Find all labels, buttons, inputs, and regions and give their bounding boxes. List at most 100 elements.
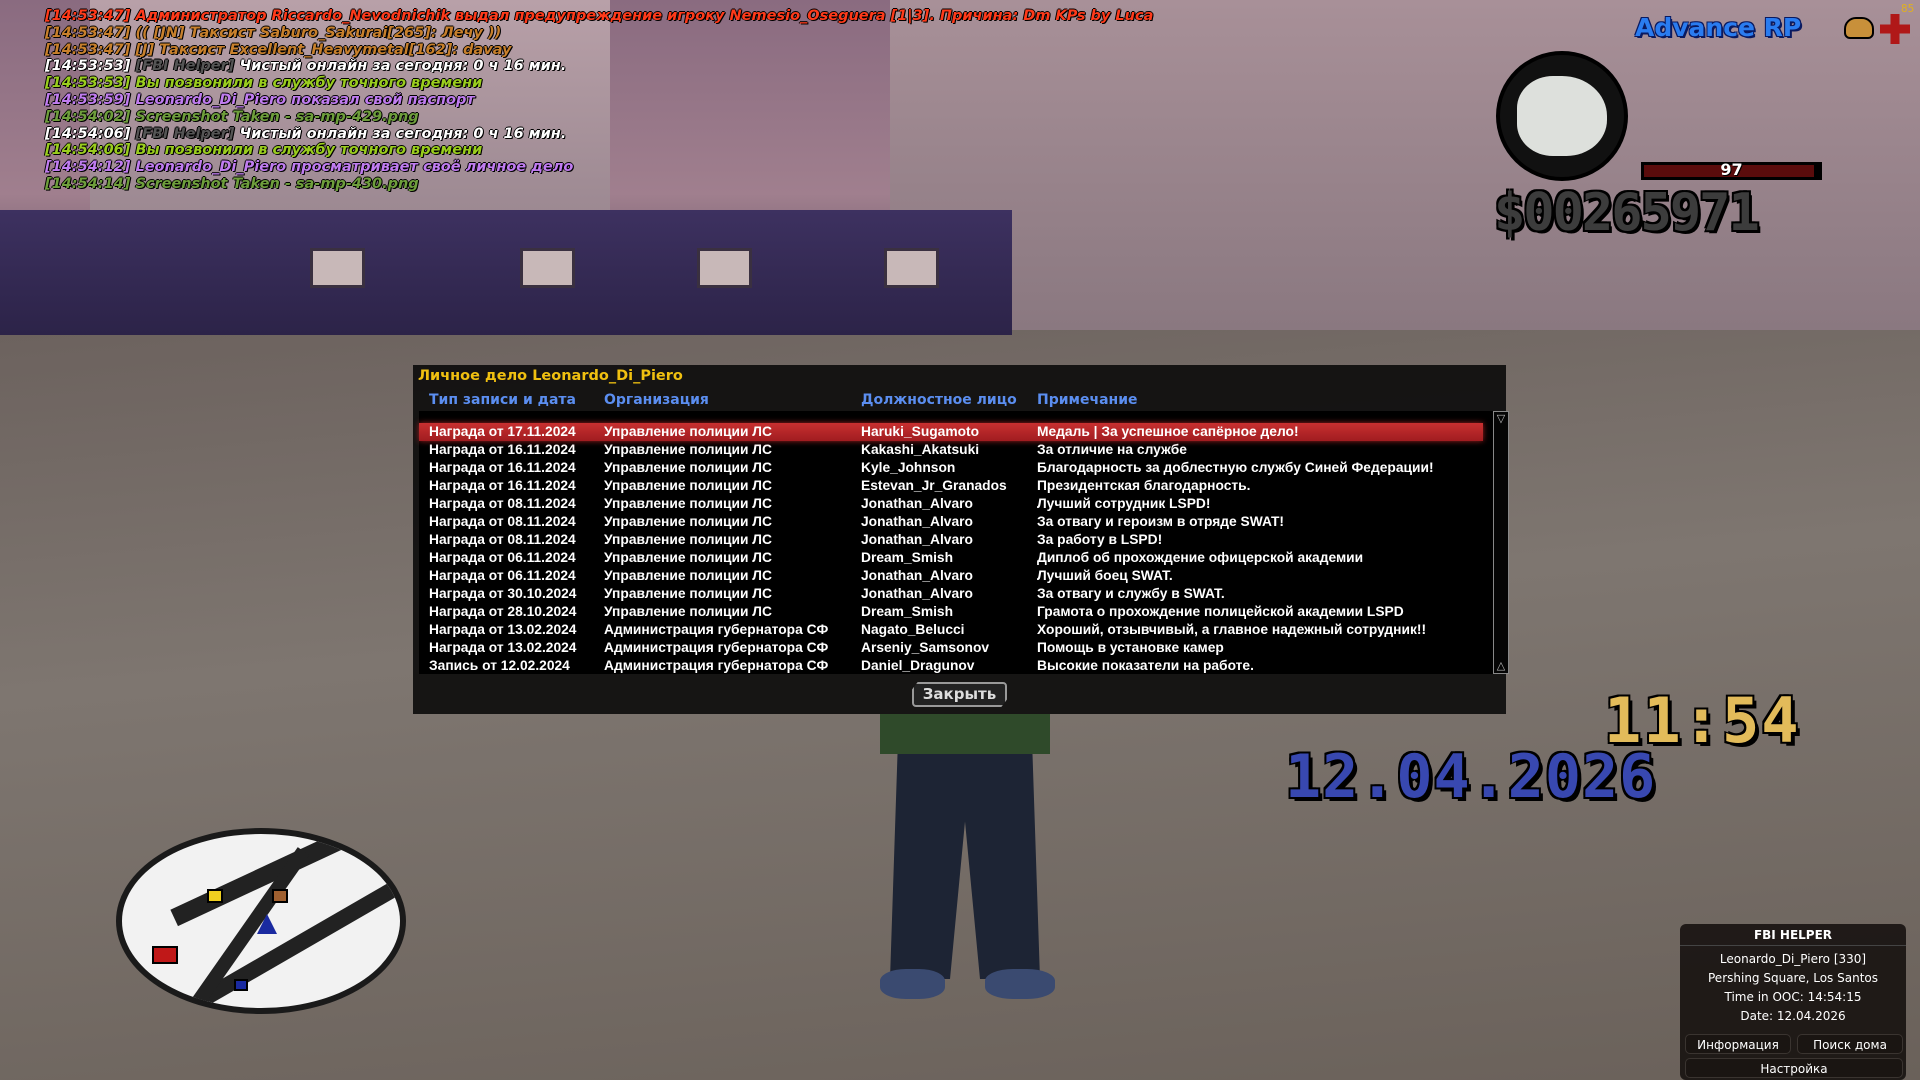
- chat-text: Администратор Riccardo_Nevodnichik выдал…: [135, 8, 1154, 24]
- record-row[interactable]: Награда от 06.11.2024 Управление полиции …: [419, 549, 1483, 567]
- record-official: Estevan_Jr_Granados: [861, 478, 1007, 493]
- record-organization: Администрация губернатора СФ: [604, 658, 829, 673]
- chat-line: [14:54:14] Screenshot Taken - sa-mp-430.…: [45, 176, 1153, 193]
- record-row[interactable]: Награда от 16.11.2024 Управление полиции …: [419, 459, 1483, 477]
- record-official: Kyle_Johnson: [861, 460, 956, 475]
- settings-button[interactable]: Настройка: [1685, 1058, 1903, 1078]
- record-type-date: Награда от 06.11.2024: [429, 568, 576, 583]
- record-official: Arseniy_Samsonov: [861, 640, 990, 655]
- record-note: Благодарность за доблестную службу Синей…: [1037, 460, 1434, 475]
- chat-line: [14:53:47] Администратор Riccardo_Nevodn…: [45, 8, 1153, 25]
- record-note: Диплоб об прохождение офицерской академи…: [1037, 550, 1364, 565]
- chat-text: (( [JN] Таксист Saburo_Sakurai[265]: Леч…: [135, 24, 502, 41]
- chat-line: [14:53:53] [FBI Helper] Чистый онлайн за…: [45, 58, 1153, 75]
- record-official: Haruki_Sugamoto: [861, 424, 980, 439]
- record-note: За отличие на службе: [1037, 442, 1187, 457]
- record-official: Jonathan_Alvaro: [861, 586, 973, 601]
- wall-window: [520, 248, 575, 288]
- chat-timestamp: [14:54:14]: [45, 175, 131, 192]
- health-bar: [1641, 162, 1822, 180]
- scroll-down-arrow-icon[interactable]: ▽: [1496, 412, 1506, 425]
- record-official: Jonathan_Alvaro: [861, 568, 973, 583]
- record-type-date: Награда от 08.11.2024: [429, 514, 576, 529]
- fbi-helper-panel: FBI HELPER Leonardo_Di_Piero [330] Persh…: [1680, 924, 1906, 1080]
- record-official: Dream_Smish: [861, 550, 954, 565]
- record-note: Помощь в установке камер: [1037, 640, 1224, 655]
- record-official: Jonathan_Alvaro: [861, 514, 973, 529]
- scroll-up-arrow-icon[interactable]: △: [1496, 659, 1506, 672]
- record-official: Dream_Smish: [861, 604, 954, 619]
- radar-player-arrow-icon: [257, 914, 277, 934]
- record-note: Лучший боец SWAT.: [1037, 568, 1173, 583]
- chat-tag: [FBI Helper]: [135, 58, 235, 75]
- chat-line: [14:54:02] Screenshot Taken - sa-mp-429.…: [45, 109, 1153, 126]
- chat-timestamp: [14:54:06]: [45, 142, 131, 159]
- chat-text: Leonardo_Di_Piero просматривает своё лич…: [135, 159, 574, 176]
- chat-line: [14:53:47] (( [JN] Таксист Saburo_Sakura…: [45, 25, 1153, 42]
- record-official: Jonathan_Alvaro: [861, 532, 973, 547]
- column-header-note: Примечание: [1037, 392, 1138, 408]
- record-row[interactable]: Награда от 13.02.2024 Администрация губер…: [419, 639, 1483, 657]
- chat-timestamp: [14:53:47]: [45, 24, 131, 41]
- helper-player: Leonardo_Di_Piero [330]: [1719, 952, 1867, 966]
- record-official: Nagato_Belucci: [861, 622, 965, 637]
- record-row[interactable]: Награда от 28.10.2024 Управление полиции …: [419, 603, 1483, 621]
- helper-location: Pershing Square, Los Santos: [1708, 971, 1878, 985]
- record-row[interactable]: Награда от 08.11.2024 Управление полиции …: [419, 513, 1483, 531]
- record-organization: Управление полиции ЛС: [604, 514, 772, 529]
- helper-date: Date: 12.04.2026: [1740, 1009, 1846, 1023]
- info-button[interactable]: Информация: [1685, 1034, 1791, 1054]
- player-character: [860, 714, 1070, 1014]
- record-row[interactable]: Награда от 08.11.2024 Управление полиции …: [419, 531, 1483, 549]
- chat-timestamp: [14:53:53]: [45, 75, 131, 92]
- record-row[interactable]: Награда от 08.11.2024 Управление полиции …: [419, 495, 1483, 513]
- record-official: Jonathan_Alvaro: [861, 496, 973, 511]
- record-type-date: Награда от 17.11.2024: [429, 424, 576, 439]
- record-row[interactable]: Награда от 16.11.2024 Управление полиции …: [419, 441, 1483, 459]
- record-type-date: Запись от 12.02.2024: [429, 658, 570, 673]
- record-organization: Управление полиции ЛС: [604, 496, 772, 511]
- record-row[interactable]: Награда от 30.10.2024 Управление полиции …: [419, 585, 1483, 603]
- chat-line: [14:54:06] [FBI Helper] Чистый онлайн за…: [45, 126, 1153, 143]
- house-search-button[interactable]: Поиск дома: [1797, 1034, 1903, 1054]
- chat-text: Чистый онлайн за сегодня: 0 ч 16 мин.: [239, 125, 567, 142]
- record-official: Kakashi_Akatsuki: [861, 442, 980, 457]
- record-organization: Администрация губернатора СФ: [604, 622, 829, 637]
- chat-line: [14:53:47] [J] Таксист Excellent_Heavyme…: [45, 42, 1153, 59]
- record-note: За отвагу и героизм в отряде SWAT!: [1037, 514, 1284, 529]
- record-row[interactable]: Награда от 17.11.2024 Управление полиции …: [419, 423, 1483, 441]
- chat-timestamp: [14:53:59]: [45, 91, 131, 108]
- record-row[interactable]: Награда от 16.11.2024 Управление полиции …: [419, 477, 1483, 495]
- chat-timestamp: [14:53:53]: [45, 58, 131, 75]
- chat-timestamp: [14:53:47]: [45, 41, 131, 58]
- chat-line: [14:54:12] Leonardo_Di_Piero просматрива…: [45, 159, 1153, 176]
- chat-log: [14:53:47] Администратор Riccardo_Nevodn…: [45, 8, 1153, 193]
- record-organization: Управление полиции ЛС: [604, 442, 772, 457]
- records-list[interactable]: Запись от 12.02.2024 Администрация губерн…: [419, 411, 1509, 675]
- record-organization: Управление полиции ЛС: [604, 460, 772, 475]
- radar-minimap: [116, 828, 406, 1014]
- radar-marker-icon: [207, 889, 223, 903]
- column-header-organization: Организация: [604, 392, 709, 408]
- record-organization: Управление полиции ЛС: [604, 604, 772, 619]
- chat-text: Вы позвонили в службу точного времени: [135, 75, 483, 92]
- record-row[interactable]: Награда от 06.11.2024 Управление полиции …: [419, 567, 1483, 585]
- record-type-date: Награда от 13.02.2024: [429, 622, 577, 637]
- building-left: [90, 0, 610, 230]
- record-note: За отвагу и службу в SWAT.: [1037, 586, 1225, 601]
- record-organization: Управление полиции ЛС: [604, 424, 772, 439]
- dialog-title: Личное дело Leonardo_Di_Piero: [418, 368, 683, 384]
- column-header-official: Должностное лицо: [861, 392, 1017, 408]
- server-logo: Advance RP: [1635, 13, 1802, 42]
- record-type-date: Награда от 08.11.2024: [429, 496, 576, 511]
- record-note: Грамота о прохождение полицейской академ…: [1037, 604, 1404, 619]
- purple-wall: [0, 210, 1012, 335]
- scrollbar[interactable]: ▽ △: [1493, 411, 1509, 674]
- game-date: 12.04.2026: [1285, 742, 1657, 812]
- record-organization: Администрация губернатора СФ: [604, 640, 829, 655]
- record-row[interactable]: Награда от 13.02.2024 Администрация губер…: [419, 621, 1483, 639]
- record-row[interactable]: Запись от 12.02.2024 Администрация губерн…: [419, 657, 1483, 675]
- close-button[interactable]: Закрыть: [912, 682, 1007, 707]
- hunger-burger-icon: [1844, 17, 1874, 39]
- chat-line: [14:53:59] Leonardo_Di_Piero показал сво…: [45, 92, 1153, 109]
